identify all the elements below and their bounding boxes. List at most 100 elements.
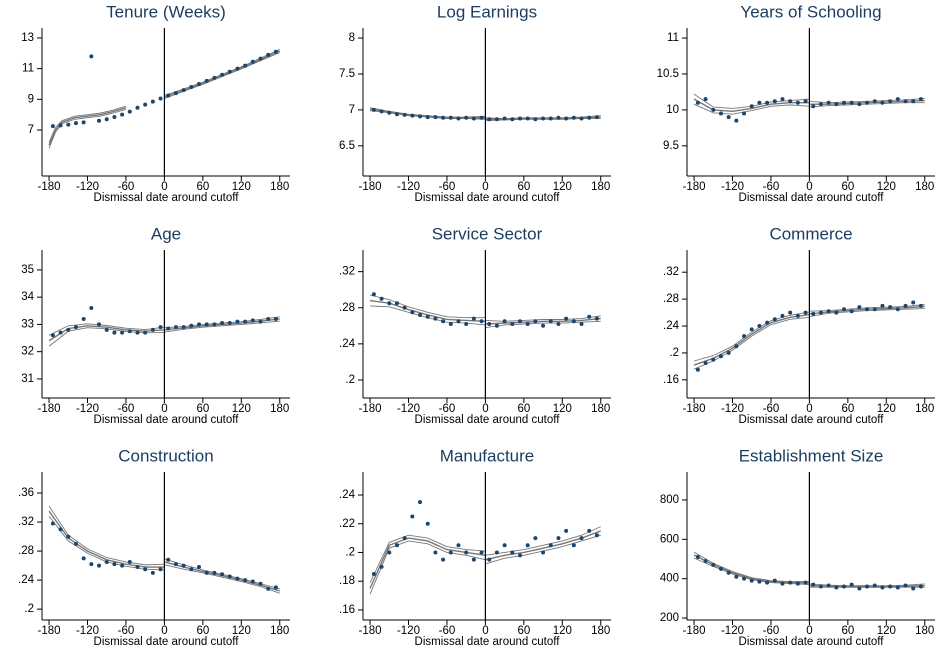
y-tick-label: .24 (18, 574, 35, 586)
point (464, 116, 468, 120)
point (120, 564, 124, 568)
x-tick-label: -180 (683, 181, 706, 193)
point (97, 564, 101, 568)
point (904, 584, 908, 588)
point (526, 543, 530, 547)
point (266, 317, 270, 321)
point (880, 586, 884, 590)
point (580, 117, 584, 121)
point (251, 318, 255, 322)
point (780, 314, 784, 318)
point (259, 57, 263, 61)
point (834, 586, 838, 590)
y-tick-label: 800 (660, 494, 679, 506)
point (82, 120, 86, 124)
y-tick-label: 35 (21, 264, 34, 276)
point (533, 536, 537, 540)
point (857, 305, 861, 309)
ci-lower (694, 317, 809, 369)
point (595, 115, 599, 119)
x-tick-label: -180 (38, 403, 61, 415)
point (834, 311, 838, 315)
point (166, 326, 170, 330)
ci-lower (485, 535, 600, 564)
point (189, 85, 193, 89)
point (541, 324, 545, 328)
point (166, 558, 170, 562)
point (259, 320, 263, 324)
point (919, 304, 923, 308)
y-tick-label: 31 (21, 373, 34, 385)
point (426, 315, 430, 319)
point (765, 581, 769, 585)
point (750, 104, 754, 108)
x-tick-label: -180 (683, 403, 706, 415)
point (888, 585, 892, 589)
y-tick-label: 34 (21, 291, 34, 303)
point (243, 578, 247, 582)
panel-title: Manufacture (440, 446, 535, 465)
x-tick-label: 180 (270, 403, 289, 415)
point (510, 550, 514, 554)
point (495, 117, 499, 121)
point (819, 311, 823, 315)
point (541, 550, 545, 554)
point (503, 543, 507, 547)
x-axis-label: Dismissal date around cutoff (739, 414, 885, 426)
point (595, 317, 599, 321)
point (857, 587, 861, 591)
y-tick-label: 9.5 (663, 140, 679, 152)
y-tick-label: .32 (18, 516, 34, 528)
point (904, 99, 908, 103)
y-tick-label: .28 (339, 302, 355, 314)
point (220, 321, 224, 325)
point (734, 119, 738, 123)
point (564, 317, 568, 321)
point (804, 311, 808, 315)
point (572, 543, 576, 547)
point (74, 121, 78, 125)
x-tick-label: -180 (683, 625, 706, 637)
point (811, 104, 815, 108)
point (911, 300, 915, 304)
point (850, 101, 854, 105)
point (587, 116, 591, 120)
point (182, 564, 186, 568)
point (151, 100, 155, 104)
point (228, 574, 232, 578)
point (59, 527, 63, 531)
point (873, 584, 877, 588)
point (112, 562, 116, 566)
point (59, 123, 63, 127)
point (865, 585, 869, 589)
point (564, 529, 568, 533)
point (827, 309, 831, 313)
point (742, 334, 746, 338)
y-tick-label: 7.5 (339, 68, 355, 80)
point (711, 108, 715, 112)
point (251, 60, 255, 64)
point (773, 99, 777, 103)
point (449, 550, 453, 554)
point (796, 582, 800, 586)
point (220, 572, 224, 576)
point (441, 319, 445, 323)
point (395, 112, 399, 116)
point (734, 575, 738, 579)
point (704, 361, 708, 365)
ci-lower (164, 565, 279, 593)
point (750, 327, 754, 331)
point (896, 586, 900, 590)
point (480, 550, 484, 554)
point (456, 319, 460, 323)
point (757, 580, 761, 584)
point (734, 344, 738, 348)
point (549, 117, 553, 121)
point (410, 310, 414, 314)
point (796, 314, 800, 318)
point (220, 73, 224, 77)
x-tick-label: 180 (270, 625, 289, 637)
point (472, 117, 476, 121)
point (380, 109, 384, 113)
point (395, 301, 399, 305)
